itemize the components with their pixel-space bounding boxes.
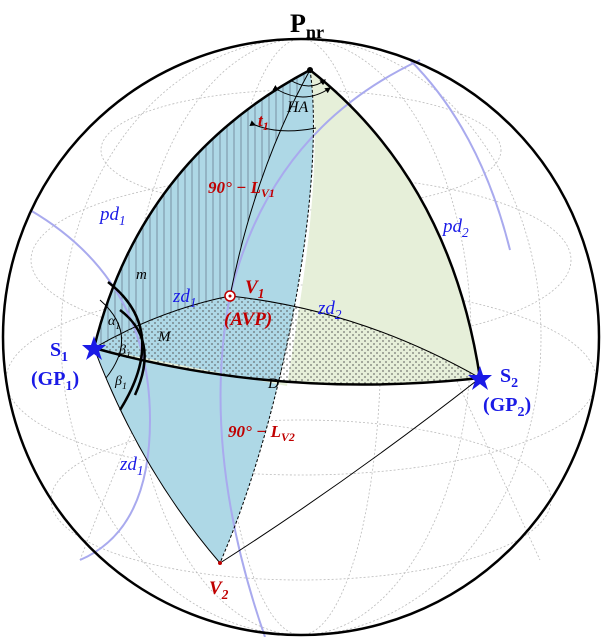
label-text: zd xyxy=(119,454,137,475)
big-m-label: M xyxy=(157,329,172,345)
label-sub: 1 xyxy=(115,321,120,332)
label-text: S xyxy=(50,339,61,361)
label-tail: ) xyxy=(72,368,79,390)
label-text: 90° − L xyxy=(228,422,281,441)
label-text: S xyxy=(500,365,511,387)
label-sub: V1 xyxy=(261,186,275,200)
sphere xyxy=(3,39,599,637)
label-sub: V2 xyxy=(281,430,295,444)
avp-label: (AVP) xyxy=(224,309,272,330)
label-text: β xyxy=(114,374,122,389)
label-sub: 1 xyxy=(258,286,265,301)
label-text: zd xyxy=(317,298,335,319)
label-sub: 1 xyxy=(119,213,126,228)
label-sub: 1 xyxy=(126,350,131,361)
ha-label: HA xyxy=(286,99,309,116)
label-sub: 1 xyxy=(122,381,127,392)
label-text: β xyxy=(118,343,126,358)
label-text: pd xyxy=(98,204,120,225)
label-sub: 2 xyxy=(517,405,524,420)
page: Pnr HA t1 90° − LV1 pd1 pd2 m α1 β1 β1 M… xyxy=(0,0,602,637)
d-label: D xyxy=(267,376,279,392)
diagram: Pnr HA t1 90° − LV1 pd1 pd2 m α1 β1 β1 M… xyxy=(0,0,602,637)
label-text: zd xyxy=(172,286,190,307)
label-sub: 2 xyxy=(462,225,469,240)
label-sub: 2 xyxy=(511,376,518,391)
label-sub: 1 xyxy=(190,295,197,310)
label-sub: 1 xyxy=(263,119,269,133)
label-sub: 2 xyxy=(335,307,342,322)
v2-point xyxy=(218,561,222,565)
label-text: P xyxy=(290,9,306,38)
label-sub: 1 xyxy=(137,463,144,478)
label-sub: 1 xyxy=(61,350,68,365)
pole-label: Pnr xyxy=(290,9,324,42)
label-text: (GP xyxy=(31,368,65,390)
m-label: m xyxy=(136,267,147,283)
label-text: (GP xyxy=(483,394,517,416)
label-text: pd xyxy=(441,216,463,237)
label-sub: 2 xyxy=(221,587,229,602)
label-sub: nr xyxy=(306,22,324,42)
pole-point xyxy=(307,67,313,73)
label-tail: ) xyxy=(524,394,531,416)
label-text: 90° − L xyxy=(208,178,261,197)
label-sub: 1 xyxy=(65,379,72,394)
v1-center xyxy=(229,295,232,298)
